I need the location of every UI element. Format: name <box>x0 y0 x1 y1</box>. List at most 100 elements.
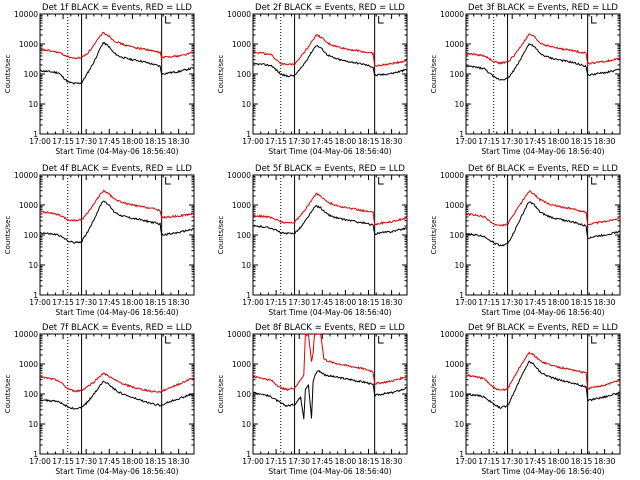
x-tick-label: 17:30 <box>288 457 310 466</box>
x-tick-label: 18:15 <box>145 298 167 307</box>
y-axis-label: Counts/sec <box>430 216 438 255</box>
panel-det-4f: Det 4f BLACK = Events, RED = LLD 1 10 100 10… <box>4 164 195 317</box>
x-tick-label: 18:15 <box>358 137 380 146</box>
y-tick-label: 1 <box>459 291 464 300</box>
x-tick-label: 17:30 <box>501 298 523 307</box>
y-tick-label: 1 <box>33 450 38 459</box>
plot-frame <box>465 333 621 455</box>
x-tick-label: 17:00 <box>455 137 477 146</box>
x-tick-label: 17:15 <box>265 298 287 307</box>
gap-marker <box>378 16 384 24</box>
x-tick-label: 18:00 <box>335 298 357 307</box>
x-tick-label: 17:15 <box>52 298 74 307</box>
x-axis-label: Start Time (04-May-06 18:56:40) <box>481 467 604 476</box>
gap-marker <box>591 177 597 185</box>
x-tick-label: 18:15 <box>358 298 380 307</box>
gap-marker <box>378 177 384 185</box>
x-tick-label: 18:30 <box>168 298 190 307</box>
y-tick-label: 1 <box>33 130 38 139</box>
y-tick-label: 1 <box>459 450 464 459</box>
x-tick-label: 18:15 <box>145 457 167 466</box>
panel-title: Det 8f BLACK = Events, RED = LLD <box>255 323 405 333</box>
series-lld-line <box>465 351 621 392</box>
series-lld-line <box>39 372 195 393</box>
plot-frame <box>39 333 195 455</box>
x-tick-label: 18:15 <box>571 457 593 466</box>
x-tick-label: 18:00 <box>122 137 144 146</box>
series-events-line <box>252 45 408 78</box>
y-tick-label: 10000 <box>440 10 464 19</box>
y-tick-label: 1 <box>246 130 251 139</box>
x-tick-label: 17:45 <box>98 457 120 466</box>
y-axis-label: Counts/sec <box>217 216 225 255</box>
y-axis-label: Counts/sec <box>4 375 12 414</box>
x-tick-label: 18:00 <box>122 457 144 466</box>
y-tick-label: 10 <box>241 100 251 109</box>
panel-det-1f: Det 1f BLACK = Events, RED = LLD 1 10 100 10… <box>4 3 195 156</box>
panel-title: Det 2f BLACK = Events, RED = LLD <box>255 3 405 13</box>
x-tick-label: 17:00 <box>29 457 51 466</box>
series-events-line <box>39 200 194 244</box>
x-tick-label: 18:15 <box>358 457 380 466</box>
series-events-line <box>252 370 408 420</box>
x-tick-label: 17:45 <box>311 137 333 146</box>
x-tick-label: 17:15 <box>265 137 287 146</box>
y-tick-label: 100 <box>24 70 39 79</box>
x-tick-label: 17:45 <box>311 298 333 307</box>
x-tick-label: 17:00 <box>242 457 264 466</box>
panel-det-3f: Det 3f BLACK = Events, RED = LLD 1 10 100 10… <box>430 3 621 156</box>
y-tick-label: 10 <box>28 261 38 270</box>
x-axis-label: Start Time (04-May-06 18:56:40) <box>481 147 604 156</box>
x-tick-label: 17:45 <box>524 457 546 466</box>
y-tick-label: 10 <box>28 100 38 109</box>
panel-title: Det 5f BLACK = Events, RED = LLD <box>255 164 405 174</box>
x-tick-label: 18:00 <box>335 137 357 146</box>
y-tick-label: 10000 <box>14 330 38 339</box>
y-axis-label: Counts/sec <box>4 55 12 94</box>
panel-title: Det 9f BLACK = Events, RED = LLD <box>468 323 618 333</box>
y-tick-label: 100 <box>450 70 465 79</box>
y-tick-label: 1000 <box>445 201 464 210</box>
y-tick-label: 10000 <box>227 330 251 339</box>
x-tick-label: 18:00 <box>548 457 570 466</box>
panel-title: Det 1f BLACK = Events, RED = LLD <box>42 3 192 13</box>
x-axis-label: Start Time (04-May-06 18:56:40) <box>55 467 178 476</box>
x-tick-label: 18:30 <box>168 457 190 466</box>
y-tick-label: 10000 <box>440 330 464 339</box>
x-tick-label: 17:45 <box>98 298 120 307</box>
series-events-line <box>39 41 195 85</box>
panel-title: Det 3f BLACK = Events, RED = LLD <box>468 3 618 13</box>
y-tick-label: 1000 <box>445 40 464 49</box>
x-tick-label: 17:45 <box>524 298 546 307</box>
y-tick-label: 1000 <box>19 40 38 49</box>
panel-det-6f: Det 6f BLACK = Events, RED = LLD 1 10 100 10… <box>430 164 621 317</box>
x-tick-label: 17:30 <box>75 137 97 146</box>
x-tick-label: 18:15 <box>571 298 593 307</box>
y-tick-label: 10 <box>241 420 251 429</box>
x-tick-label: 17:00 <box>455 457 477 466</box>
y-tick-label: 10000 <box>14 171 38 180</box>
x-tick-label: 17:15 <box>52 137 74 146</box>
panel-title: Det 7f BLACK = Events, RED = LLD <box>42 323 192 333</box>
series-lld-line <box>465 33 621 67</box>
y-tick-label: 10 <box>454 420 464 429</box>
y-tick-label: 10 <box>241 261 251 270</box>
y-tick-label: 10000 <box>227 10 251 19</box>
series-lld-line <box>252 333 408 392</box>
x-tick-label: 18:00 <box>122 298 144 307</box>
plot-frame <box>39 13 195 135</box>
x-tick-label: 18:15 <box>571 137 593 146</box>
gap-marker <box>591 336 597 344</box>
series-lld-line <box>252 192 408 226</box>
panel-det-7f: Det 7f BLACK = Events, RED = LLD 1 10 100 10… <box>4 323 195 476</box>
series-lld-line <box>465 190 621 227</box>
y-tick-label: 10000 <box>14 10 38 19</box>
panel-det-2f: Det 2f BLACK = Events, RED = LLD 1 10 100 10… <box>217 3 408 156</box>
x-tick-label: 17:30 <box>75 298 97 307</box>
x-tick-label: 18:30 <box>381 137 403 146</box>
x-tick-label: 17:00 <box>242 298 264 307</box>
y-tick-label: 100 <box>237 231 252 240</box>
series-events-line <box>465 360 621 409</box>
plot-frame <box>465 174 621 296</box>
